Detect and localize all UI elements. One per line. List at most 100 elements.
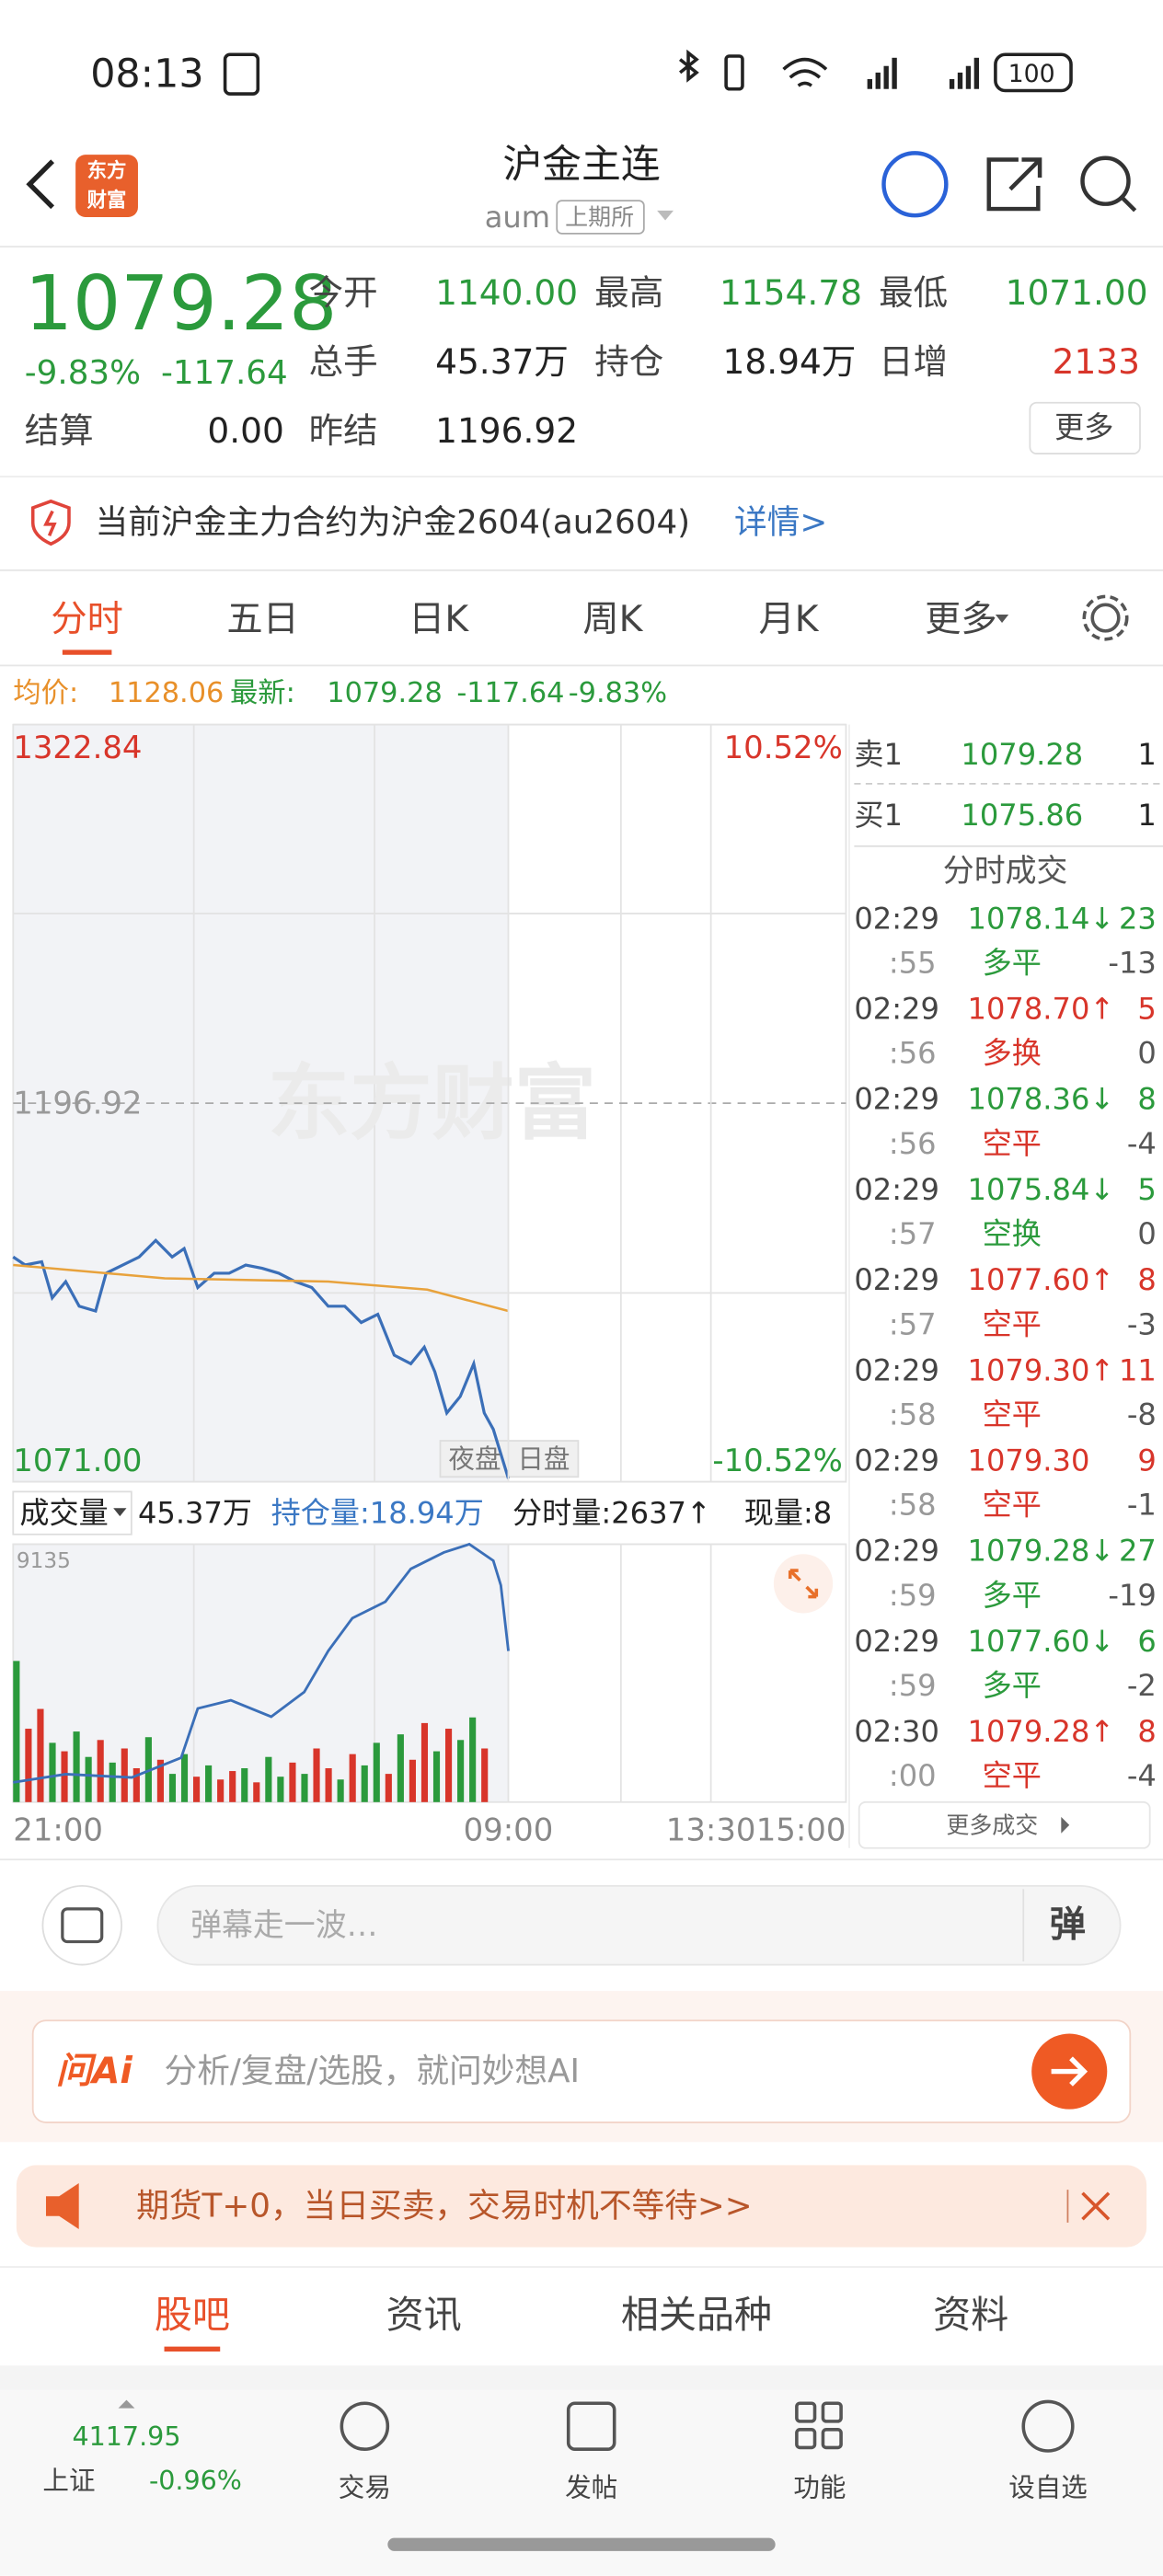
volume-bar [180,1754,189,1802]
volume-bar [409,1759,416,1802]
nav-item[interactable]: 交易 [339,2471,391,2502]
trade-price: 1077.60↓ [968,1624,1115,1659]
danmaku-button[interactable]: 弹 [1050,1904,1086,1946]
y2-tick-label: 10.52% [724,730,843,765]
chart-tab[interactable]: 月K [758,599,819,640]
share-button[interactable] [986,157,1042,212]
trade-price: 1077.60↑ [968,1262,1115,1297]
section-tab[interactable]: 资料 [933,2293,1008,2337]
dropdown-arrow[interactable] [995,615,1009,623]
nav-item[interactable]: 设自选 [1008,2471,1088,2502]
field-label: 持仓 [594,341,663,382]
trade-qty: 11 [1119,1352,1157,1387]
trade-oi-change: 0 [1137,1036,1156,1071]
volume-bar [168,1774,177,1802]
volume-bar [192,1777,201,1802]
volume-bar [37,1708,44,1802]
trade-oi-change: -2 [1127,1668,1157,1703]
more-trades-label[interactable]: 更多成交 [946,1811,1038,1838]
close-button[interactable] [1081,2191,1111,2221]
volume-bar [457,1740,465,1802]
dropdown-arrow[interactable] [657,210,674,221]
banner-text[interactable]: 期货T+0，当日买卖，交易时机不等待>> [136,2187,753,2225]
volume-bar [109,1762,116,1802]
settings-button [1082,594,1129,641]
field-value: 2133 [1053,341,1140,382]
comment-input[interactable] [156,1884,1122,1966]
volume-bar [73,1731,80,1802]
chart-tab[interactable]: 周K [582,599,643,640]
info-latest-label: 最新: [230,677,295,709]
volume-bar [301,1774,308,1802]
nav-item[interactable]: 发帖 [565,2471,617,2502]
promo-banner[interactable] [16,2165,1147,2248]
chart-tab[interactable]: 五日 [226,599,299,640]
search-button[interactable] [1080,155,1131,206]
volume-bar [13,1661,20,1802]
trade-qty: 23 [1119,901,1157,936]
trades-title: 分时成交 [943,853,1068,889]
volume-bar [385,1774,392,1802]
comment-placeholder: 弹幕走一波… [190,1907,377,1943]
trade-qty: 27 [1119,1534,1157,1569]
y-tick-label: 1071.00 [13,1443,142,1478]
volume-bar [85,1756,92,1802]
book-price: 1075.86 [961,798,1083,833]
section-tab[interactable]: 股吧 [155,2293,230,2337]
chart-tab[interactable]: 分时 [51,599,123,640]
section-tab[interactable]: 资讯 [386,2293,462,2337]
info-change-pct: -9.83% [569,677,667,709]
trade-oi-change: -13 [1108,946,1156,981]
x-tick-label: 21:00 [13,1812,103,1848]
volume-selector[interactable] [12,1490,132,1535]
y-tick-label: 9135 [17,1548,71,1573]
volume-bar [337,1779,344,1802]
trade-qty: 8 [1137,1262,1156,1297]
exchange-name: 上期所 [565,203,634,230]
volume-selector-label[interactable]: 成交量 [19,1496,108,1531]
spacer [0,2365,1163,2390]
chart-tab[interactable]: 更多 [925,599,997,640]
battery-level: 100 [1008,60,1055,88]
collapse-arrow[interactable] [118,2399,135,2409]
book-qty: 1 [1137,737,1156,772]
trade-oi-change: -8 [1127,1397,1157,1432]
chart-tab[interactable]: 日K [409,599,469,640]
volume-bar [481,1748,489,1802]
volume-bar [25,1729,32,1802]
trade-time: 02:29 [854,901,939,936]
info-avg: 1128.06 [109,677,224,709]
field-label: 日增 [879,341,948,382]
session-labels [439,1440,580,1478]
field-label: 结算 [25,410,94,451]
expand-button[interactable] [773,1554,834,1614]
app-logo [75,155,138,217]
ai-input[interactable] [31,2019,1132,2123]
trade-second: :56 [889,1126,937,1161]
volume-bar [253,1782,260,1802]
section-tab[interactable]: 相关品种 [621,2293,772,2337]
back-button[interactable] [26,159,55,210]
volume-bar [265,1756,272,1802]
volume-bar [217,1779,225,1802]
book-price: 1079.28 [961,737,1083,772]
trade-qty: 9 [1137,1443,1156,1478]
field-label: 昨结 [309,410,378,451]
session-label: 日盘 [517,1443,570,1475]
more-trades-button[interactable] [858,1800,1151,1849]
contract-code: aum [485,200,550,235]
more-button-label[interactable]: 更多 [1054,409,1113,444]
status-icons [223,49,1073,96]
volume-bar [313,1748,320,1802]
more-button[interactable] [1029,401,1141,454]
volume-bar [241,1767,248,1802]
nav-item[interactable]: 功能 [793,2471,846,2502]
trade-kind: 空换 [983,1216,1042,1251]
ai-button[interactable] [881,151,949,218]
danmaku-toggle[interactable] [41,1884,123,1966]
notice-link[interactable]: 详情> [734,504,827,542]
dropdown-arrow [113,1508,127,1517]
settings-button[interactable] [1090,603,1121,633]
logo-text: 东方 [87,158,127,182]
trade-time: 02:29 [854,1352,939,1387]
